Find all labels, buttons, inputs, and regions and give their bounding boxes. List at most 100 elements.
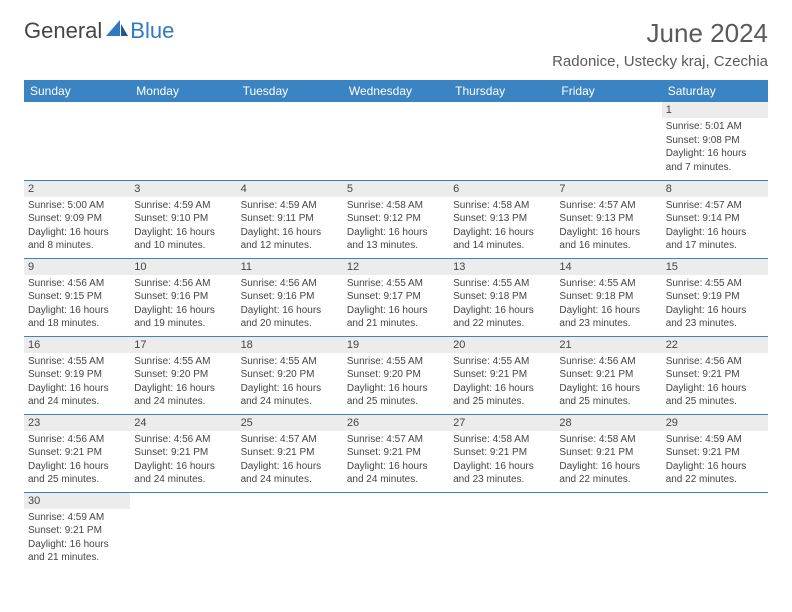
day-data: Sunrise: 4:59 AMSunset: 9:21 PMDaylight:… — [24, 509, 130, 567]
day-cell: 30Sunrise: 4:59 AMSunset: 9:21 PMDayligh… — [24, 492, 130, 570]
empty-cell — [343, 492, 449, 570]
empty-cell — [662, 492, 768, 570]
calendar-row: 23Sunrise: 4:56 AMSunset: 9:21 PMDayligh… — [24, 414, 768, 492]
day-data: Sunrise: 4:55 AMSunset: 9:18 PMDaylight:… — [555, 275, 661, 333]
day-cell: 9Sunrise: 4:56 AMSunset: 9:15 PMDaylight… — [24, 258, 130, 336]
header: General Blue June 2024 Radonice, Ustecky… — [24, 18, 768, 70]
empty-cell — [449, 492, 555, 570]
calendar-page: General Blue June 2024 Radonice, Ustecky… — [0, 0, 792, 588]
day-number: 18 — [237, 337, 343, 353]
day-number: 23 — [24, 415, 130, 431]
day-number: 28 — [555, 415, 661, 431]
day-number: 25 — [237, 415, 343, 431]
day-cell: 14Sunrise: 4:55 AMSunset: 9:18 PMDayligh… — [555, 258, 661, 336]
weekday-header: Friday — [555, 80, 661, 102]
day-cell: 10Sunrise: 4:56 AMSunset: 9:16 PMDayligh… — [130, 258, 236, 336]
weekday-header: Tuesday — [237, 80, 343, 102]
day-data: Sunrise: 4:57 AMSunset: 9:13 PMDaylight:… — [555, 197, 661, 255]
day-cell: 20Sunrise: 4:55 AMSunset: 9:21 PMDayligh… — [449, 336, 555, 414]
weekday-header: Thursday — [449, 80, 555, 102]
day-data: Sunrise: 5:00 AMSunset: 9:09 PMDaylight:… — [24, 197, 130, 255]
empty-cell — [130, 492, 236, 570]
empty-cell — [24, 102, 130, 180]
day-cell: 8Sunrise: 4:57 AMSunset: 9:14 PMDaylight… — [662, 180, 768, 258]
day-data: Sunrise: 4:56 AMSunset: 9:21 PMDaylight:… — [24, 431, 130, 489]
day-number: 7 — [555, 181, 661, 197]
day-number: 27 — [449, 415, 555, 431]
day-cell: 12Sunrise: 4:55 AMSunset: 9:17 PMDayligh… — [343, 258, 449, 336]
day-data: Sunrise: 4:57 AMSunset: 9:21 PMDaylight:… — [237, 431, 343, 489]
day-number: 16 — [24, 337, 130, 353]
title-block: June 2024 Radonice, Ustecky kraj, Czechi… — [552, 18, 768, 70]
day-data: Sunrise: 4:58 AMSunset: 9:21 PMDaylight:… — [449, 431, 555, 489]
location-text: Radonice, Ustecky kraj, Czechia — [552, 53, 768, 70]
day-number: 3 — [130, 181, 236, 197]
empty-cell — [449, 102, 555, 180]
day-data: Sunrise: 4:56 AMSunset: 9:21 PMDaylight:… — [555, 353, 661, 411]
day-data: Sunrise: 4:56 AMSunset: 9:15 PMDaylight:… — [24, 275, 130, 333]
day-cell: 19Sunrise: 4:55 AMSunset: 9:20 PMDayligh… — [343, 336, 449, 414]
calendar-row: 2Sunrise: 5:00 AMSunset: 9:09 PMDaylight… — [24, 180, 768, 258]
day-number: 12 — [343, 259, 449, 275]
calendar-body: 1Sunrise: 5:01 AMSunset: 9:08 PMDaylight… — [24, 102, 768, 570]
weekday-header: Wednesday — [343, 80, 449, 102]
empty-cell — [555, 102, 661, 180]
weekday-header: Saturday — [662, 80, 768, 102]
day-cell: 7Sunrise: 4:57 AMSunset: 9:13 PMDaylight… — [555, 180, 661, 258]
day-number: 21 — [555, 337, 661, 353]
logo-sail-icon — [106, 20, 128, 43]
weekday-header: Monday — [130, 80, 236, 102]
day-data: Sunrise: 4:58 AMSunset: 9:21 PMDaylight:… — [555, 431, 661, 489]
empty-cell — [130, 102, 236, 180]
month-title: June 2024 — [552, 18, 768, 49]
empty-cell — [237, 102, 343, 180]
day-number: 30 — [24, 493, 130, 509]
day-data: Sunrise: 4:55 AMSunset: 9:20 PMDaylight:… — [130, 353, 236, 411]
day-cell: 4Sunrise: 4:59 AMSunset: 9:11 PMDaylight… — [237, 180, 343, 258]
day-cell: 21Sunrise: 4:56 AMSunset: 9:21 PMDayligh… — [555, 336, 661, 414]
day-cell: 6Sunrise: 4:58 AMSunset: 9:13 PMDaylight… — [449, 180, 555, 258]
day-cell: 25Sunrise: 4:57 AMSunset: 9:21 PMDayligh… — [237, 414, 343, 492]
day-number: 26 — [343, 415, 449, 431]
day-data: Sunrise: 4:55 AMSunset: 9:19 PMDaylight:… — [662, 275, 768, 333]
day-cell: 1Sunrise: 5:01 AMSunset: 9:08 PMDaylight… — [662, 102, 768, 180]
day-data: Sunrise: 4:57 AMSunset: 9:21 PMDaylight:… — [343, 431, 449, 489]
day-number: 24 — [130, 415, 236, 431]
day-data: Sunrise: 4:55 AMSunset: 9:20 PMDaylight:… — [343, 353, 449, 411]
day-cell: 18Sunrise: 4:55 AMSunset: 9:20 PMDayligh… — [237, 336, 343, 414]
weekday-header: Sunday — [24, 80, 130, 102]
day-number: 8 — [662, 181, 768, 197]
day-data: Sunrise: 4:56 AMSunset: 9:21 PMDaylight:… — [130, 431, 236, 489]
day-number: 4 — [237, 181, 343, 197]
day-data: Sunrise: 4:58 AMSunset: 9:12 PMDaylight:… — [343, 197, 449, 255]
day-number: 1 — [662, 102, 768, 118]
calendar-head: SundayMondayTuesdayWednesdayThursdayFrid… — [24, 80, 768, 102]
calendar-table: SundayMondayTuesdayWednesdayThursdayFrid… — [24, 80, 768, 570]
day-data: Sunrise: 4:59 AMSunset: 9:21 PMDaylight:… — [662, 431, 768, 489]
calendar-row: 9Sunrise: 4:56 AMSunset: 9:15 PMDaylight… — [24, 258, 768, 336]
day-number: 20 — [449, 337, 555, 353]
day-cell: 5Sunrise: 4:58 AMSunset: 9:12 PMDaylight… — [343, 180, 449, 258]
day-cell: 27Sunrise: 4:58 AMSunset: 9:21 PMDayligh… — [449, 414, 555, 492]
day-cell: 26Sunrise: 4:57 AMSunset: 9:21 PMDayligh… — [343, 414, 449, 492]
calendar-row: 16Sunrise: 4:55 AMSunset: 9:19 PMDayligh… — [24, 336, 768, 414]
day-cell: 16Sunrise: 4:55 AMSunset: 9:19 PMDayligh… — [24, 336, 130, 414]
day-data: Sunrise: 5:01 AMSunset: 9:08 PMDaylight:… — [662, 118, 768, 176]
day-cell: 22Sunrise: 4:56 AMSunset: 9:21 PMDayligh… — [662, 336, 768, 414]
day-cell: 13Sunrise: 4:55 AMSunset: 9:18 PMDayligh… — [449, 258, 555, 336]
day-number: 29 — [662, 415, 768, 431]
day-number: 5 — [343, 181, 449, 197]
day-cell: 17Sunrise: 4:55 AMSunset: 9:20 PMDayligh… — [130, 336, 236, 414]
day-data: Sunrise: 4:56 AMSunset: 9:16 PMDaylight:… — [237, 275, 343, 333]
day-cell: 28Sunrise: 4:58 AMSunset: 9:21 PMDayligh… — [555, 414, 661, 492]
weekday-row: SundayMondayTuesdayWednesdayThursdayFrid… — [24, 80, 768, 102]
empty-cell — [343, 102, 449, 180]
day-data: Sunrise: 4:55 AMSunset: 9:19 PMDaylight:… — [24, 353, 130, 411]
day-cell: 24Sunrise: 4:56 AMSunset: 9:21 PMDayligh… — [130, 414, 236, 492]
day-number: 22 — [662, 337, 768, 353]
logo-text-blue: Blue — [130, 18, 174, 44]
empty-cell — [555, 492, 661, 570]
day-number: 11 — [237, 259, 343, 275]
day-data: Sunrise: 4:59 AMSunset: 9:10 PMDaylight:… — [130, 197, 236, 255]
day-cell: 29Sunrise: 4:59 AMSunset: 9:21 PMDayligh… — [662, 414, 768, 492]
